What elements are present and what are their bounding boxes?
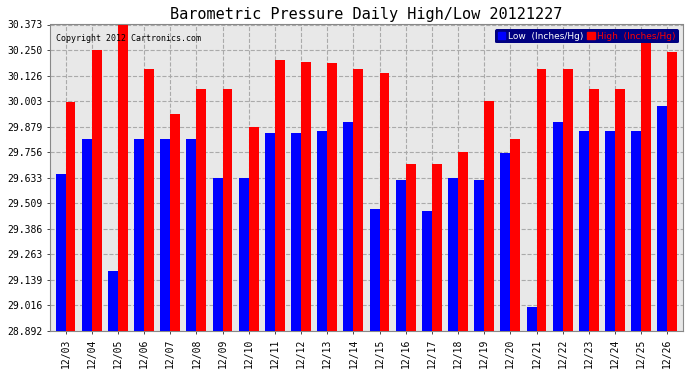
Bar [370, 209, 380, 331]
Bar [186, 139, 197, 331]
Legend: Low  (Inches/Hg), High  (Inches/Hg): Low (Inches/Hg), High (Inches/Hg) [495, 29, 678, 44]
Bar [56, 174, 66, 331]
Bar [170, 114, 180, 331]
Bar [562, 69, 573, 331]
Bar [396, 180, 406, 331]
Bar [605, 130, 615, 331]
Bar [108, 272, 118, 331]
Text: Copyright 2012 Cartronics.com: Copyright 2012 Cartronics.com [56, 34, 201, 43]
Bar [327, 63, 337, 331]
Bar [641, 38, 651, 331]
Bar [458, 152, 468, 331]
Bar [248, 127, 259, 331]
Bar [118, 24, 128, 331]
Bar [500, 153, 511, 331]
Bar [291, 133, 301, 331]
Bar [265, 133, 275, 331]
Bar [484, 101, 494, 331]
Bar [448, 178, 458, 331]
Bar [213, 178, 223, 331]
Bar [474, 180, 484, 331]
Bar [81, 139, 92, 331]
Bar [223, 89, 233, 331]
Bar [301, 62, 311, 331]
Bar [667, 52, 678, 331]
Bar [160, 139, 170, 331]
Bar [537, 69, 546, 331]
Bar [344, 122, 353, 331]
Bar [353, 69, 364, 331]
Bar [589, 89, 599, 331]
Bar [511, 139, 520, 331]
Title: Barometric Pressure Daily High/Low 20121227: Barometric Pressure Daily High/Low 20121… [170, 7, 562, 22]
Bar [380, 73, 389, 331]
Bar [134, 139, 144, 331]
Bar [197, 89, 206, 331]
Bar [66, 102, 75, 331]
Bar [579, 130, 589, 331]
Bar [406, 164, 415, 331]
Bar [422, 211, 432, 331]
Bar [526, 307, 537, 331]
Bar [658, 106, 667, 331]
Bar [631, 130, 641, 331]
Bar [275, 60, 285, 331]
Bar [92, 50, 101, 331]
Bar [615, 89, 625, 331]
Bar [553, 122, 562, 331]
Bar [317, 130, 327, 331]
Bar [432, 164, 442, 331]
Bar [239, 178, 248, 331]
Bar [144, 69, 154, 331]
